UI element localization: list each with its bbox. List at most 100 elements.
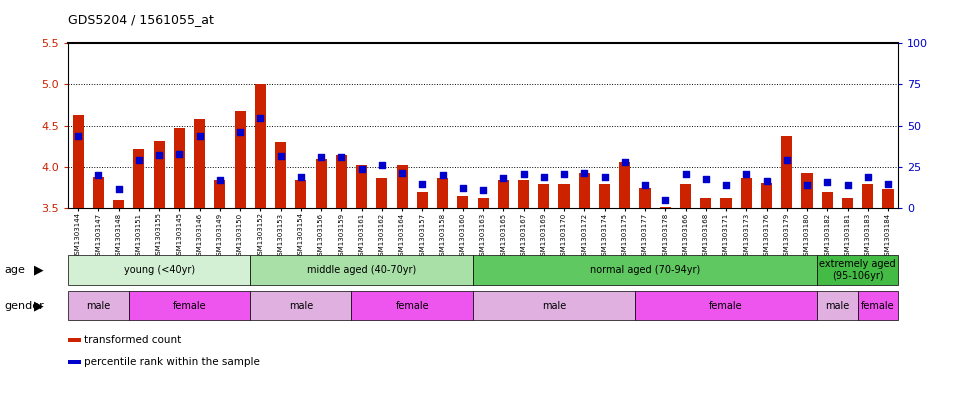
Text: gender: gender bbox=[5, 301, 45, 310]
Point bbox=[495, 174, 511, 181]
Text: transformed count: transformed count bbox=[84, 335, 182, 345]
Bar bbox=[782, 136, 792, 208]
Bar bbox=[295, 180, 307, 208]
Point bbox=[455, 185, 471, 191]
Bar bbox=[73, 115, 84, 208]
Text: female: female bbox=[395, 301, 429, 310]
Point bbox=[232, 129, 248, 135]
Point bbox=[758, 178, 774, 184]
Text: male: male bbox=[542, 301, 566, 310]
Text: extremely aged
(95-106yr): extremely aged (95-106yr) bbox=[820, 259, 896, 281]
Point bbox=[293, 174, 309, 180]
Text: middle aged (40-70yr): middle aged (40-70yr) bbox=[307, 265, 417, 275]
Bar bbox=[316, 159, 326, 208]
Bar bbox=[235, 111, 246, 208]
Point bbox=[536, 174, 552, 180]
Bar bbox=[599, 184, 610, 208]
Bar bbox=[133, 149, 145, 208]
Point bbox=[374, 162, 389, 168]
Bar bbox=[356, 165, 367, 208]
Bar bbox=[538, 184, 550, 208]
Point bbox=[820, 179, 835, 185]
Bar bbox=[478, 198, 488, 208]
Bar bbox=[153, 141, 165, 208]
Point bbox=[353, 165, 369, 172]
Text: young (<40yr): young (<40yr) bbox=[123, 265, 194, 275]
Bar bbox=[741, 178, 752, 208]
Point bbox=[90, 172, 106, 178]
Point bbox=[637, 182, 653, 188]
Point bbox=[435, 172, 451, 178]
Point bbox=[779, 157, 794, 163]
Point bbox=[597, 174, 613, 180]
Point bbox=[657, 197, 673, 203]
Bar bbox=[215, 180, 225, 208]
Text: female: female bbox=[861, 301, 894, 310]
Bar bbox=[437, 178, 449, 208]
Bar bbox=[821, 192, 833, 208]
Point bbox=[131, 156, 147, 163]
Point bbox=[111, 186, 126, 193]
Point bbox=[881, 180, 896, 187]
Text: male: male bbox=[288, 301, 313, 310]
Bar bbox=[376, 178, 387, 208]
Text: percentile rank within the sample: percentile rank within the sample bbox=[84, 357, 260, 367]
Point bbox=[476, 187, 491, 193]
Point bbox=[617, 159, 632, 165]
Bar bbox=[457, 196, 468, 208]
Point bbox=[394, 170, 410, 176]
Bar bbox=[558, 184, 570, 208]
Point bbox=[70, 132, 85, 139]
Point bbox=[415, 180, 430, 187]
Text: male: male bbox=[825, 301, 850, 310]
Bar bbox=[680, 184, 691, 208]
Point bbox=[151, 152, 167, 159]
Bar bbox=[700, 198, 712, 208]
Bar bbox=[640, 189, 651, 208]
Bar bbox=[720, 198, 731, 208]
Text: GDS5204 / 1561055_at: GDS5204 / 1561055_at bbox=[68, 13, 214, 26]
Bar bbox=[396, 165, 408, 208]
Point bbox=[719, 182, 734, 188]
Text: normal aged (70-94yr): normal aged (70-94yr) bbox=[590, 265, 700, 275]
Bar bbox=[659, 207, 671, 208]
Point bbox=[840, 182, 855, 188]
Point bbox=[577, 170, 592, 176]
Bar bbox=[761, 183, 772, 208]
Text: ▶: ▶ bbox=[34, 264, 44, 277]
Text: age: age bbox=[5, 265, 25, 275]
Point bbox=[516, 171, 531, 177]
Point bbox=[556, 171, 572, 177]
Point bbox=[698, 176, 714, 182]
Bar bbox=[93, 177, 104, 208]
Point bbox=[799, 182, 815, 188]
Text: ▶: ▶ bbox=[34, 299, 44, 312]
Point bbox=[678, 171, 693, 177]
Bar bbox=[275, 142, 286, 208]
Point bbox=[739, 171, 754, 177]
Point bbox=[334, 154, 350, 160]
Bar bbox=[862, 184, 873, 208]
Point bbox=[192, 132, 208, 139]
Bar bbox=[498, 180, 509, 208]
Text: female: female bbox=[709, 301, 743, 310]
Bar bbox=[113, 200, 124, 208]
Point bbox=[252, 114, 268, 121]
Bar bbox=[417, 192, 428, 208]
Point bbox=[212, 177, 227, 184]
Bar bbox=[883, 189, 893, 208]
Bar bbox=[579, 173, 590, 208]
Text: female: female bbox=[173, 301, 206, 310]
Bar bbox=[254, 84, 266, 208]
Bar bbox=[336, 156, 347, 208]
Point bbox=[860, 174, 876, 180]
Bar bbox=[174, 128, 184, 208]
Point bbox=[172, 151, 187, 157]
Bar bbox=[842, 198, 854, 208]
Bar bbox=[801, 173, 813, 208]
Point bbox=[273, 153, 288, 160]
Bar bbox=[619, 162, 630, 208]
Point bbox=[314, 154, 329, 160]
Bar bbox=[194, 119, 205, 208]
Bar bbox=[518, 180, 529, 208]
